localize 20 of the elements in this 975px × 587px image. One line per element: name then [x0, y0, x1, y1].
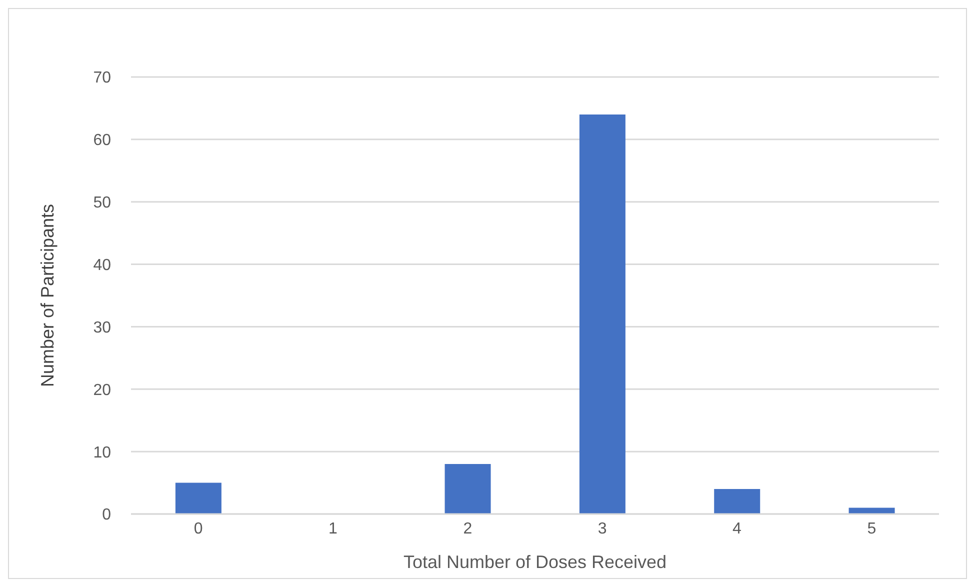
- bar: [444, 464, 491, 514]
- y-tick-label: 0: [102, 506, 112, 524]
- y-tick-label: 60: [93, 132, 112, 150]
- x-tick-label: 1: [328, 520, 338, 538]
- y-tick-label: 40: [93, 256, 112, 274]
- y-tick-label: 20: [93, 382, 112, 399]
- x-tick-label: 0: [194, 520, 203, 538]
- x-tick-label: 2: [463, 520, 472, 538]
- x-axis-title: Total Number of Doses Received: [403, 552, 667, 572]
- y-tick-label: 10: [93, 444, 112, 462]
- bar: [714, 489, 760, 514]
- x-tick-label: 5: [867, 520, 876, 538]
- bar: [175, 482, 222, 514]
- y-tick-label: 50: [93, 194, 112, 212]
- y-tick-label: 70: [93, 70, 112, 87]
- y-tick-label: 30: [93, 319, 112, 336]
- bar: [579, 114, 626, 514]
- y-axis-title: Number of Participants: [37, 204, 58, 388]
- x-tick-label: 3: [598, 520, 607, 538]
- x-tick-label: 4: [732, 520, 742, 538]
